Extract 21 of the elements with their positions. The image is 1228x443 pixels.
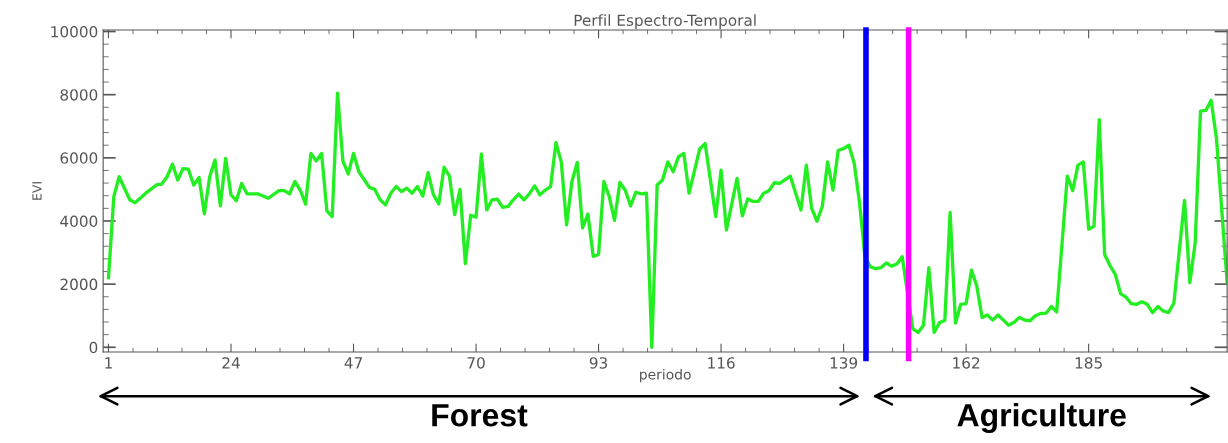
chart-title: Perfil Espectro-Temporal <box>574 14 756 29</box>
x-tick-label: 47 <box>344 357 362 369</box>
x-axis-title: periodo <box>640 368 691 383</box>
y-tick-label: 0 <box>89 341 98 354</box>
x-tick-label: 139 <box>830 357 858 369</box>
y-tick-label: 6000 <box>60 152 98 164</box>
x-tick-label: 1 <box>105 357 112 369</box>
x-tick-label: 70 <box>467 357 485 369</box>
y-tick-label: 4000 <box>60 215 98 227</box>
x-tick-label: 24 <box>222 357 240 369</box>
y-tick-label: 8000 <box>60 89 98 101</box>
line-series <box>106 91 1228 349</box>
y-tick-label: 10000 <box>51 25 98 38</box>
y-tick-label: 2000 <box>60 278 98 291</box>
text: Forest <box>432 404 528 427</box>
x-tick-label: 162 <box>953 357 980 369</box>
x-tick-label: 116 <box>708 357 735 369</box>
x-tick-label: 93 <box>589 357 608 369</box>
y-axis-title: EVI <box>32 182 42 200</box>
text: Agriculture <box>957 403 1126 433</box>
x-tick-label: 185 <box>1075 357 1102 369</box>
